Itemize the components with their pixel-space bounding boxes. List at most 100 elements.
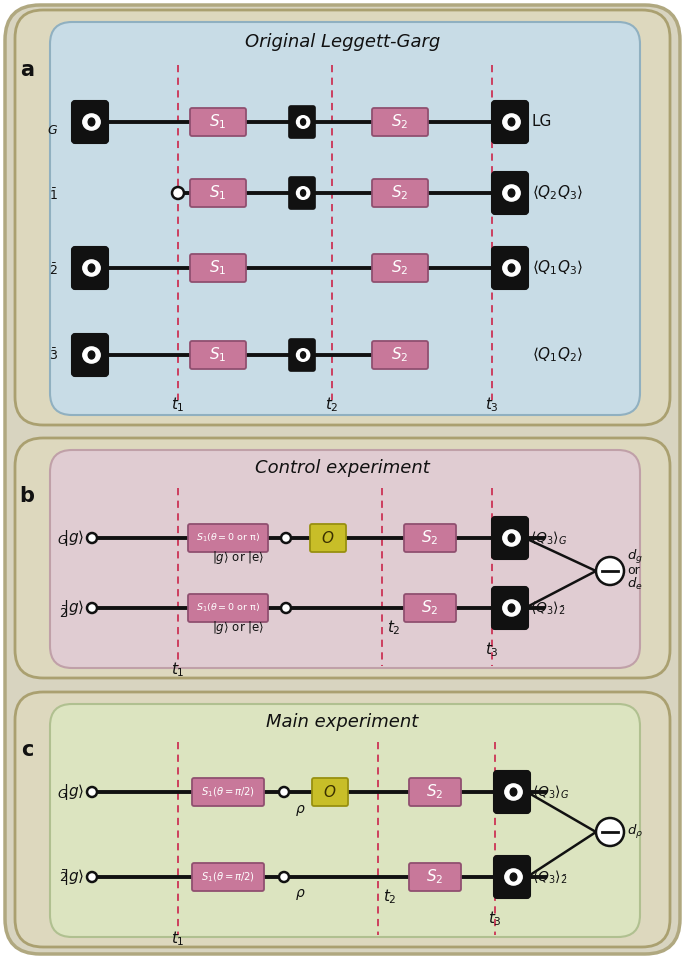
FancyBboxPatch shape xyxy=(72,247,108,289)
FancyBboxPatch shape xyxy=(190,254,246,282)
Text: $|g\rangle\ \rm{or}\ |e\rangle$: $|g\rangle\ \rm{or}\ |e\rangle$ xyxy=(212,620,264,637)
Text: $S_1(\theta=\pi/2)$: $S_1(\theta=\pi/2)$ xyxy=(201,785,255,799)
Text: Main experiment: Main experiment xyxy=(266,713,419,731)
Ellipse shape xyxy=(83,260,100,276)
Text: $t_2$: $t_2$ xyxy=(383,888,397,906)
Text: $|g\rangle$: $|g\rangle$ xyxy=(62,598,84,618)
FancyBboxPatch shape xyxy=(404,524,456,552)
Ellipse shape xyxy=(503,185,520,201)
FancyBboxPatch shape xyxy=(192,778,264,806)
FancyBboxPatch shape xyxy=(492,587,528,629)
Text: LG: LG xyxy=(532,114,552,129)
Ellipse shape xyxy=(503,114,520,130)
Text: $S_2$: $S_2$ xyxy=(391,184,409,202)
Ellipse shape xyxy=(88,351,95,359)
Text: $S_1(\theta=0\ \rm{or}\ \pi)$: $S_1(\theta=0\ \rm{or}\ \pi)$ xyxy=(196,601,260,615)
FancyBboxPatch shape xyxy=(72,101,108,143)
Text: $|g\rangle$: $|g\rangle$ xyxy=(62,528,84,548)
FancyBboxPatch shape xyxy=(289,177,315,209)
Text: $\langle Q_1 Q_3\rangle$: $\langle Q_1 Q_3\rangle$ xyxy=(532,259,583,277)
FancyBboxPatch shape xyxy=(492,247,528,289)
FancyBboxPatch shape xyxy=(310,524,346,552)
Circle shape xyxy=(87,603,97,613)
Ellipse shape xyxy=(508,534,515,542)
Text: $\langle Q_1 Q_2\rangle$: $\langle Q_1 Q_2\rangle$ xyxy=(532,345,583,364)
Text: $d_g$: $d_g$ xyxy=(627,548,643,566)
Text: $O$: $O$ xyxy=(323,784,337,800)
Text: $S_2$: $S_2$ xyxy=(391,259,409,277)
Ellipse shape xyxy=(297,349,310,362)
FancyBboxPatch shape xyxy=(372,341,428,369)
FancyBboxPatch shape xyxy=(15,438,670,678)
Text: $S_2$: $S_2$ xyxy=(421,528,438,548)
Text: $t_3$: $t_3$ xyxy=(485,641,499,660)
Ellipse shape xyxy=(505,869,522,885)
FancyBboxPatch shape xyxy=(15,10,670,425)
Text: $t_2$: $t_2$ xyxy=(387,619,401,638)
FancyBboxPatch shape xyxy=(492,101,528,143)
Text: $\bar{2}$: $\bar{2}$ xyxy=(59,869,67,885)
Ellipse shape xyxy=(503,530,520,546)
Text: $G$: $G$ xyxy=(47,124,58,136)
FancyBboxPatch shape xyxy=(409,863,461,891)
Ellipse shape xyxy=(503,600,520,616)
FancyBboxPatch shape xyxy=(50,450,640,668)
FancyBboxPatch shape xyxy=(289,339,315,371)
Ellipse shape xyxy=(88,118,95,126)
Text: $S_2$: $S_2$ xyxy=(391,112,409,131)
Text: $|g\rangle$: $|g\rangle$ xyxy=(62,782,84,802)
Text: $\bar{2}$: $\bar{2}$ xyxy=(59,605,67,620)
Text: $\mathbf{b}$: $\mathbf{b}$ xyxy=(19,486,35,506)
Circle shape xyxy=(596,557,624,585)
FancyBboxPatch shape xyxy=(289,106,315,138)
Text: or: or xyxy=(627,565,640,577)
Ellipse shape xyxy=(508,604,515,612)
Ellipse shape xyxy=(301,119,306,126)
FancyBboxPatch shape xyxy=(492,172,528,214)
Text: $d_\rho$: $d_\rho$ xyxy=(627,823,643,841)
Text: $\langle Q_3\rangle_{\bar{2}}$: $\langle Q_3\rangle_{\bar{2}}$ xyxy=(532,868,568,886)
Text: $S_2$: $S_2$ xyxy=(426,783,444,802)
Text: $S_1(\theta=\pi/2)$: $S_1(\theta=\pi/2)$ xyxy=(201,870,255,884)
Ellipse shape xyxy=(83,347,100,363)
Ellipse shape xyxy=(503,260,520,276)
Ellipse shape xyxy=(297,187,310,199)
Text: $t_3$: $t_3$ xyxy=(485,396,499,414)
Text: $t_2$: $t_2$ xyxy=(325,396,339,414)
FancyBboxPatch shape xyxy=(192,863,264,891)
Text: $\langle Q_3\rangle_G$: $\langle Q_3\rangle_G$ xyxy=(530,529,568,547)
Ellipse shape xyxy=(510,873,516,881)
Text: $O$: $O$ xyxy=(321,530,335,546)
Ellipse shape xyxy=(88,264,95,272)
FancyBboxPatch shape xyxy=(312,778,348,806)
FancyBboxPatch shape xyxy=(372,179,428,207)
Text: $S_1(\theta=0\ \rm{or}\ \pi)$: $S_1(\theta=0\ \rm{or}\ \pi)$ xyxy=(196,531,260,545)
FancyBboxPatch shape xyxy=(190,179,246,207)
Text: $t_3$: $t_3$ xyxy=(488,910,502,928)
Ellipse shape xyxy=(510,788,516,796)
Text: $\rho$: $\rho$ xyxy=(295,803,306,817)
FancyBboxPatch shape xyxy=(5,5,680,954)
FancyBboxPatch shape xyxy=(492,517,528,559)
FancyBboxPatch shape xyxy=(72,334,108,376)
Text: $S_1$: $S_1$ xyxy=(210,345,227,364)
Circle shape xyxy=(172,187,184,199)
Text: $\rho$: $\rho$ xyxy=(295,887,306,902)
Circle shape xyxy=(281,533,291,543)
Circle shape xyxy=(279,787,289,797)
FancyBboxPatch shape xyxy=(50,22,640,415)
FancyBboxPatch shape xyxy=(494,771,530,813)
Text: $S_2$: $S_2$ xyxy=(421,598,438,618)
Text: $|g\rangle\ \rm{or}\ |e\rangle$: $|g\rangle\ \rm{or}\ |e\rangle$ xyxy=(212,550,264,567)
Circle shape xyxy=(281,603,291,613)
Circle shape xyxy=(596,818,624,846)
Text: $\langle Q_2 Q_3\rangle$: $\langle Q_2 Q_3\rangle$ xyxy=(532,184,583,202)
Text: $G$: $G$ xyxy=(58,788,68,802)
Circle shape xyxy=(87,872,97,882)
Text: $d_e$: $d_e$ xyxy=(627,576,643,592)
FancyBboxPatch shape xyxy=(409,778,461,806)
Text: $\langle Q_3\rangle_{\bar{2}}$: $\langle Q_3\rangle_{\bar{2}}$ xyxy=(530,599,566,617)
Ellipse shape xyxy=(508,189,515,197)
FancyBboxPatch shape xyxy=(404,594,456,622)
Text: $|g\rangle$: $|g\rangle$ xyxy=(62,867,84,887)
